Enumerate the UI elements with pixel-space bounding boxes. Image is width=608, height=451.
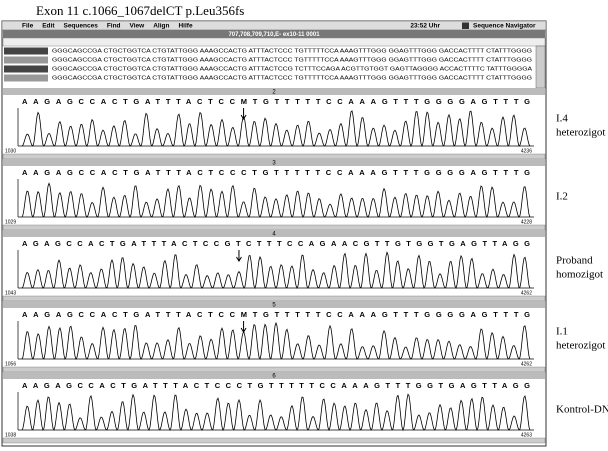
alignment-row: GGGCAGCCGA CTGCTGGTCA CTGTATTGGG AAAGCCA… — [52, 66, 532, 72]
menu-item: File — [22, 23, 34, 30]
app-name: Sequence Navigator — [473, 23, 536, 30]
row-label-box — [4, 57, 48, 64]
scale-end: 4236 — [521, 148, 532, 154]
base-calls: AGAGCCACTGATTTACTCCGTCTTTCCAGAACGTTGTGGT… — [22, 239, 530, 248]
sample-label: homozigot — [556, 269, 603, 281]
figure-title: Exon 11 c.1066_1067delCT p.Leu356fs — [36, 3, 244, 18]
scale-end: 4262 — [521, 361, 532, 367]
menu-item: Edit — [42, 23, 55, 30]
status-bar — [3, 154, 545, 159]
scrollbar — [536, 46, 545, 88]
sample-label: Kontrol-DNA — [556, 404, 608, 416]
alignment-row: GGGCAGCCGA CTGCTGGTCA CTGTATTGGG AAAGCCA… — [52, 57, 532, 63]
alignment-row: GGGCAGCCGA CTGCTGGTCA CTGTATTGGG AAAGCCA… — [52, 48, 532, 54]
window-title: 707,708,709,710,E- ex10-11 0001 — [228, 32, 320, 38]
app-icon — [462, 23, 469, 30]
scale-start: 1030 — [5, 148, 16, 154]
scale-start: 1043 — [5, 290, 16, 296]
sample-label: I.4 — [556, 113, 568, 125]
menu-item: Align — [153, 23, 169, 30]
menu-item: Hilfe — [178, 23, 192, 30]
status-bar — [3, 367, 545, 372]
scale-start: 1038 — [5, 432, 16, 438]
scale-end: 4228 — [521, 219, 532, 225]
status-bar — [3, 438, 545, 443]
alignment-row: GGGCAGCCGA CTGCTGGTCA CTGTATTGGG AAAGCCA… — [52, 75, 532, 81]
sample-label: heterozigot — [556, 340, 605, 352]
scale-start: 1029 — [5, 219, 16, 225]
scale-start: 1056 — [5, 361, 16, 367]
scale-end: 4263 — [521, 432, 532, 438]
sample-label: I.1 — [556, 326, 568, 338]
row-label-box — [4, 48, 48, 55]
sample-label: I.2 — [556, 191, 568, 203]
ruler — [3, 38, 545, 46]
sample-label: heterozigot — [556, 127, 605, 139]
menu-item: Find — [107, 23, 121, 30]
sample-label: Proband — [556, 255, 593, 267]
menu-item: Sequences — [63, 23, 98, 30]
row-label-box — [4, 66, 48, 73]
menu-item: View — [130, 23, 146, 30]
row-label-box — [4, 75, 48, 82]
clock: 23:52 Uhr — [410, 23, 440, 30]
status-bar — [3, 296, 545, 301]
scale-end: 4262 — [521, 290, 532, 296]
status-bar — [3, 225, 545, 230]
figure: Exon 11 c.1066_1067delCT p.Leu356fs 707,… — [0, 0, 608, 451]
